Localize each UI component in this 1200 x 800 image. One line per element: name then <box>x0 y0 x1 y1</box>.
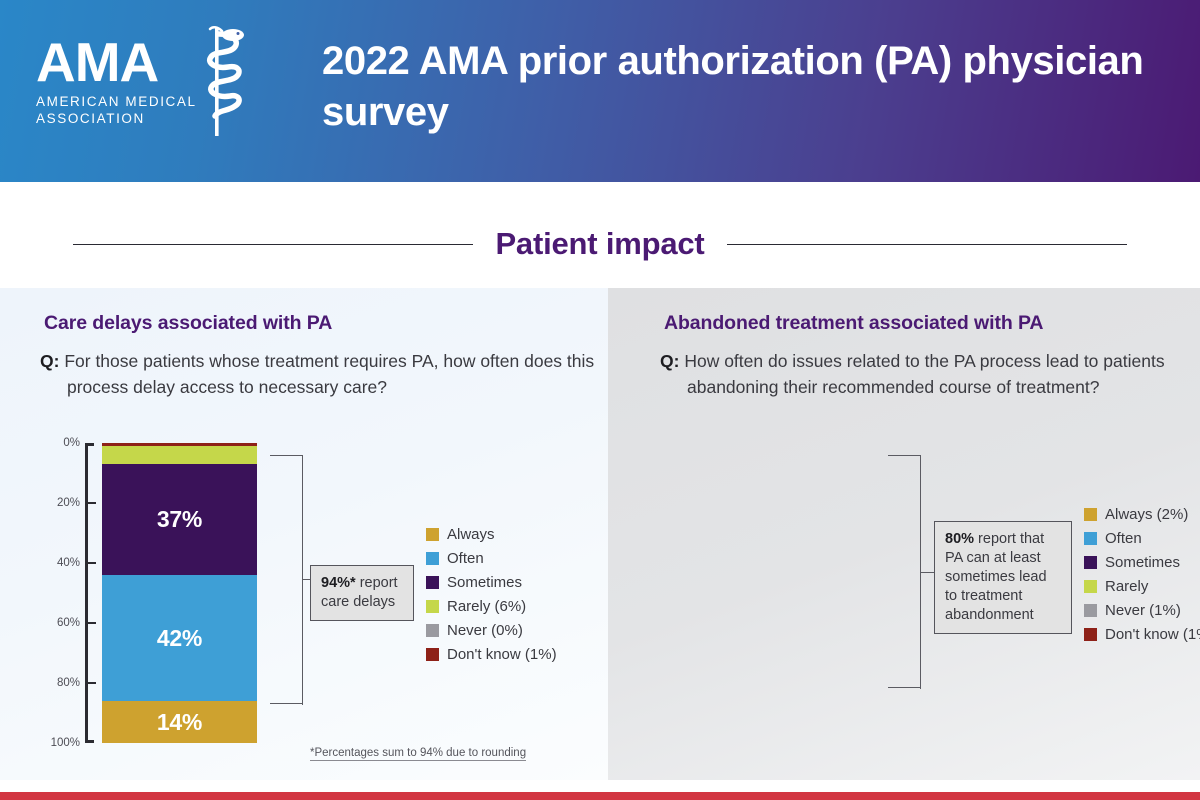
legend-item: Often <box>426 546 557 570</box>
y-axis-tick-label: 0% <box>63 437 80 449</box>
ama-logo-line1: AMERICAN MEDICAL <box>36 94 197 109</box>
callout-value: 94%* <box>321 575 356 591</box>
legend-item: Don't know (1%) <box>1084 622 1200 646</box>
legend-swatch-icon <box>1084 627 1097 641</box>
legend-swatch-icon <box>426 575 439 589</box>
question-marker: Q: <box>660 351 680 371</box>
section-band <box>0 182 1200 288</box>
legend-label: Rarely (6%) <box>447 597 527 615</box>
legend-item: Always (2%) <box>1084 502 1200 526</box>
legend-label: Never (1%) <box>1105 601 1181 619</box>
panel-abandoned-treatment: Abandoned treatment associated with PA Q… <box>608 288 1200 780</box>
legend-label: Sometimes <box>447 573 523 591</box>
legend-care-delays: Always Often Sometimes Rarely (6%) Never (0%… <box>426 522 557 666</box>
panel-question-abandoned-treatment: Q: How often do issues related to the PA… <box>660 348 1200 400</box>
question-text: For those patients whose treatment requi… <box>64 351 595 397</box>
callout-value: 80% <box>945 531 975 547</box>
legend-swatch-icon <box>426 599 439 613</box>
y-axis-tick-label: 40% <box>56 557 80 569</box>
legend-swatch-icon <box>426 551 439 565</box>
legend-label: Sometimes <box>1105 553 1181 571</box>
legend-swatch-icon <box>1084 555 1097 569</box>
legend-item: Always <box>426 522 557 546</box>
y-axis-tick <box>88 682 96 684</box>
panels-container: Care delays associated with PA Q: For th… <box>0 288 1200 780</box>
legend-item: Sometimes <box>426 570 557 594</box>
bracket-care-delays <box>270 455 314 705</box>
legend-label: Don't know (1%) <box>1105 625 1200 643</box>
chart-care-delays: 0% 20% 40% 60% 80% 100% 14% 42% 37% <box>40 437 280 753</box>
legend-label: Often <box>1105 529 1142 547</box>
legend-label: Don't know (1%) <box>447 645 557 663</box>
question-text: How often do issues related to the PA pr… <box>684 351 1165 397</box>
legend-item: Sometimes <box>1084 550 1200 574</box>
bar-segment-rarely <box>102 446 257 464</box>
bar-segment-don-t-know <box>102 443 257 446</box>
page-title: 2022 AMA prior authorization (PA) physic… <box>322 39 1144 134</box>
bar-segment-label: 37% <box>156 506 203 532</box>
section-title: Patient impact <box>495 226 705 261</box>
callout-care-delays: 94%* report care delays <box>310 565 414 621</box>
ama-logo-line2: ASSOCIATION <box>36 111 145 126</box>
bracket-abandoned-treatment <box>888 455 934 689</box>
panel-heading-abandoned-treatment: Abandoned treatment associated with PA <box>664 312 1044 334</box>
bottom-spacer <box>0 780 1200 792</box>
bottom-accent-bar <box>0 792 1200 800</box>
legend-item: Often <box>1084 526 1200 550</box>
legend-swatch-icon <box>426 647 439 661</box>
legend-swatch-icon <box>426 527 439 541</box>
legend-label: Often <box>447 549 484 567</box>
stacked-bar: 14% 42% 37% <box>102 443 257 743</box>
y-axis-cap <box>85 443 94 446</box>
legend-label: Rarely <box>1105 577 1149 595</box>
callout-text: report that PA can at least sometimes le… <box>945 531 1047 623</box>
bar-segment-label: 14% <box>156 708 203 735</box>
legend-swatch-icon <box>1084 531 1097 545</box>
ama-wordmark: AMA <box>36 31 159 93</box>
legend-swatch-icon <box>426 623 439 637</box>
y-axis-line <box>85 443 88 743</box>
bar-segment-always: 14% <box>102 701 257 743</box>
ama-logo: AMA AMERICAN MEDICAL ASSOCIATION <box>36 34 286 144</box>
y-axis-tick <box>88 562 96 564</box>
panel-care-delays: Care delays associated with PA Q: For th… <box>0 288 608 780</box>
bar-segment-sometimes: 37% <box>102 464 257 575</box>
ama-logo-subtext: AMERICAN MEDICAL ASSOCIATION <box>36 93 286 127</box>
legend-item: Don't know (1%) <box>426 642 557 666</box>
legend-item: Never (0%) <box>426 618 557 642</box>
callout-abandoned-treatment: 80% report that PA can at least sometime… <box>934 521 1072 634</box>
y-axis-tick <box>88 622 96 624</box>
section-title-row: Patient impact <box>0 222 1200 266</box>
legend-label: Never (0%) <box>447 621 523 639</box>
divider-left <box>73 243 474 245</box>
page-header: AMA AMERICAN MEDICAL ASSOCIATION 2022 AM… <box>0 0 1200 182</box>
y-axis-labels: 0% 20% 40% 60% 80% 100% <box>40 437 80 749</box>
legend-abandoned-treatment: Always (2%) Often Sometimes Rarely Never (1%… <box>1084 502 1200 646</box>
panel-question-care-delays: Q: For those patients whose treatment re… <box>40 348 600 400</box>
legend-swatch-icon <box>1084 507 1097 521</box>
legend-label: Always (2%) <box>1105 505 1189 523</box>
caduceus-icon <box>207 25 244 136</box>
callout-text: report care delays <box>321 575 398 610</box>
legend-item: Rarely (6%) <box>426 594 557 618</box>
legend-item: Rarely <box>1084 574 1200 598</box>
legend-swatch-icon <box>1084 579 1097 593</box>
y-axis-tick-label: 60% <box>56 617 80 629</box>
legend-label: Always <box>447 525 495 543</box>
bar-segment-often: 42% <box>102 575 257 701</box>
divider-right <box>726 243 1127 245</box>
question-marker: Q: <box>40 351 60 371</box>
y-axis-cap <box>85 740 94 743</box>
panel-heading-care-delays: Care delays associated with PA <box>44 312 333 334</box>
legend-swatch-icon <box>1084 603 1097 617</box>
legend-item: Never (1%) <box>1084 598 1200 622</box>
y-axis-tick-label: 80% <box>56 677 80 689</box>
y-axis-tick-label: 100% <box>50 737 80 749</box>
bar-segment-label: 42% <box>156 624 203 651</box>
y-axis-tick <box>88 502 96 504</box>
y-axis-tick-label: 20% <box>56 497 80 509</box>
footnote-care-delays: *Percentages sum to 94% due to rounding <box>310 747 527 761</box>
